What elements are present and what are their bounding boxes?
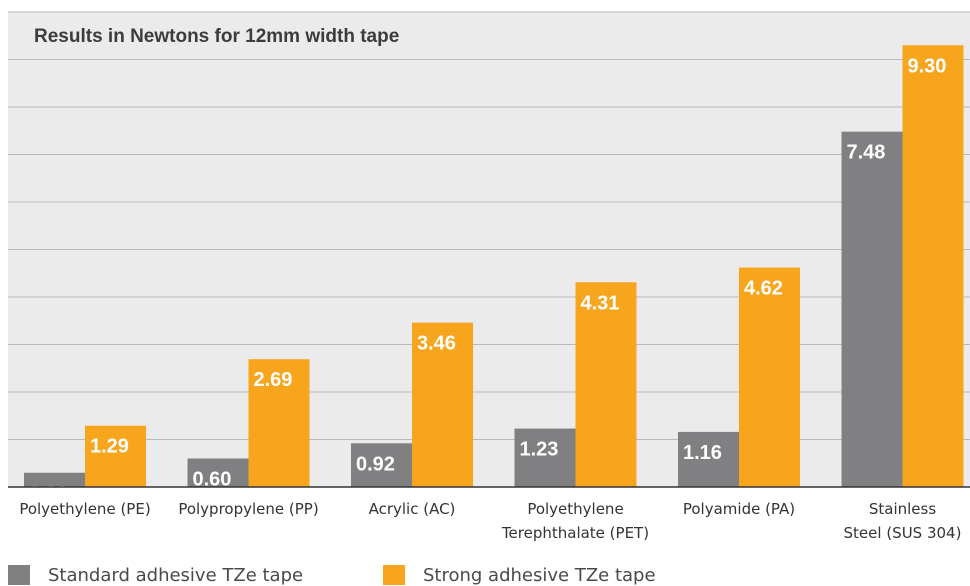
data-label: 3.46 — [417, 333, 456, 355]
bar-standard — [24, 472, 85, 487]
gridlines — [8, 11, 970, 440]
category-label: Steel (SUS 304) — [844, 524, 962, 542]
data-label: 4.62 — [744, 278, 783, 300]
bar-strong — [412, 322, 473, 487]
category-label: Acrylic (AC) — [369, 500, 456, 518]
value-labels: 0.30 1.29 0.60 2.69 0.92 3.46 1.23 4.31 1.16 4.62… — [29, 55, 946, 505]
legend-strong: Strong adhesive TZe tape — [383, 564, 656, 586]
category-label: Terephthalate (PET) — [501, 524, 649, 542]
data-label: 1.16 — [683, 442, 722, 464]
legend-swatch-standard — [8, 565, 30, 585]
data-label: 9.30 — [908, 55, 947, 77]
category-label: Polypropylene (PP) — [178, 500, 318, 518]
data-label: 1.23 — [520, 439, 559, 461]
bar-strong — [902, 45, 964, 487]
data-label: 0.30 — [29, 483, 68, 505]
data-label: 7.48 — [847, 142, 886, 164]
bar-strong — [85, 425, 146, 487]
data-label: 1.29 — [90, 436, 129, 458]
category-labels: Polyethylene (PE) Polypropylene (PP) Acryl… — [19, 500, 961, 542]
bar-standard — [351, 443, 412, 487]
bar-strong — [248, 359, 310, 487]
bar-strong — [575, 282, 637, 487]
bar-standard — [678, 431, 739, 487]
bar-standard — [514, 428, 576, 487]
bar-standard — [841, 131, 903, 487]
category-label: Stainless — [869, 500, 936, 518]
category-label: Polyethylene (PE) — [19, 500, 150, 518]
legend-label-strong: Strong adhesive TZe tape — [423, 564, 656, 586]
legend-swatch-strong — [383, 565, 405, 585]
data-label: 2.69 — [254, 369, 293, 391]
legend-label-standard: Standard adhesive TZe tape — [48, 564, 304, 586]
bar-standard — [187, 458, 249, 487]
data-label: 4.31 — [581, 292, 620, 314]
bars — [24, 45, 964, 487]
category-label: Polyethylene — [527, 500, 623, 518]
data-label: 0.60 — [193, 469, 232, 491]
chart-title: Results in Newtons for 12mm width tape — [34, 26, 400, 47]
category-label: Polyamide (PA) — [683, 500, 795, 518]
bar-strong — [739, 267, 800, 487]
data-label: 0.92 — [356, 453, 395, 475]
legend-standard: Standard adhesive TZe tape — [8, 564, 304, 586]
